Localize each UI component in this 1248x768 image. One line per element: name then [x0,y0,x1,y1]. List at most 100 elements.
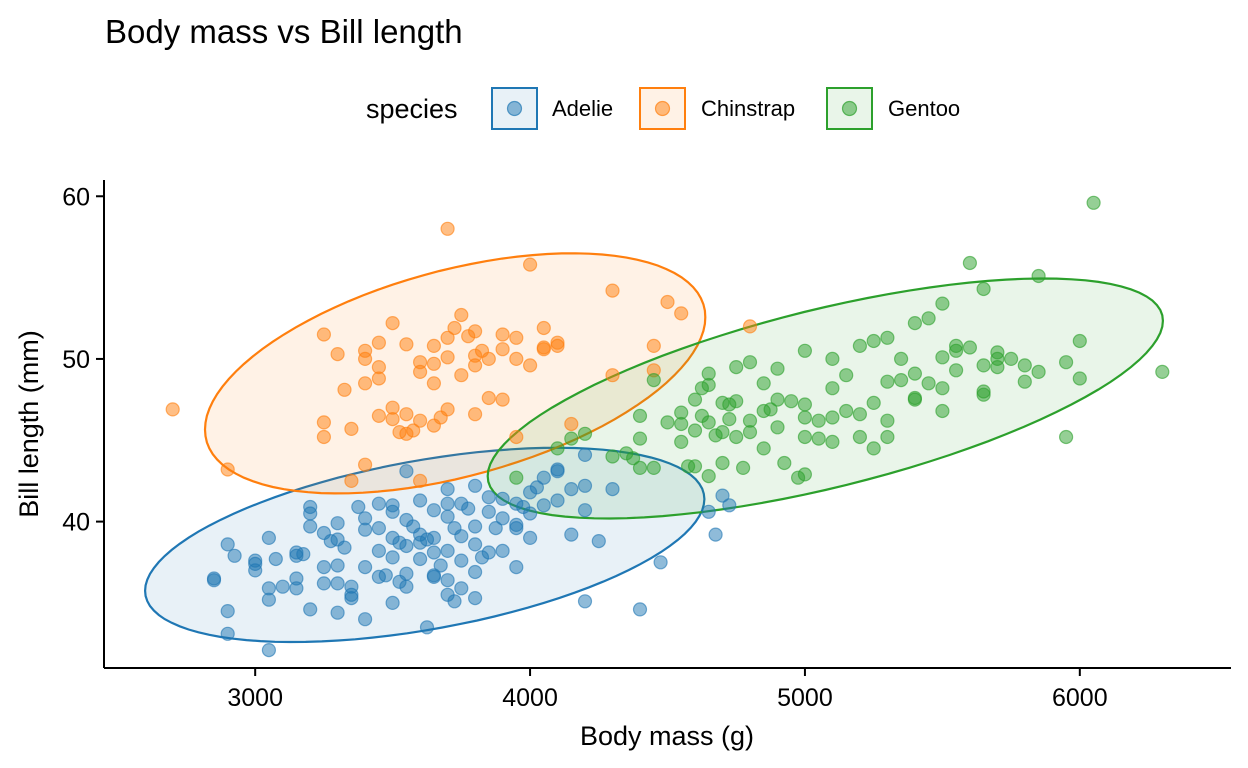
data-point [976,384,991,399]
data-point [316,559,331,575]
data-point [330,605,345,620]
data-point [674,434,689,449]
data-point [488,520,503,536]
series-gentoo [509,195,1170,485]
data-point [468,358,483,373]
data-point [715,425,730,440]
data-point [1003,351,1019,366]
data-point [632,460,648,475]
data-point [385,595,400,611]
data-point [481,390,496,406]
data-point [632,602,648,617]
data-point [378,568,393,583]
data-point [839,403,854,419]
data-point [303,602,318,617]
data-point [756,376,771,391]
data-point [495,392,510,407]
data-point [509,330,524,345]
data-point [880,374,895,389]
data-point [935,350,950,365]
data-point [536,470,551,485]
series-adelie [206,447,737,658]
data-point [687,459,703,474]
legend-label-gentoo: Gentoo [888,96,960,121]
x-ticks: 3000 4000 5000 6000 [227,668,1108,712]
data-point [358,559,373,575]
data-point [316,429,331,445]
legend-item-gentoo: Gentoo [826,87,960,130]
data-point [1017,374,1032,389]
data-point [948,343,964,358]
data-point [880,330,895,345]
series-chinstrap [165,221,758,488]
data-point [522,506,538,521]
data-point [330,516,345,531]
data-point [797,467,813,482]
data-point [770,392,785,407]
data-point [371,371,386,386]
data-point [852,407,868,422]
data-point [605,368,620,383]
data-point [756,441,771,456]
legend-key-adelie [491,87,538,130]
data-point [454,529,469,544]
data-point [577,594,593,609]
data-point [468,478,483,493]
data-point [605,482,620,497]
data-point [990,360,1005,375]
data-point [825,410,840,425]
x-axis-title: Body mass (g) [580,721,754,751]
data-point [1058,355,1074,370]
legend-label-adelie: Adelie [552,96,613,121]
data-point [248,556,263,572]
data-point [797,410,813,425]
data-point [550,338,565,353]
data-point [275,579,290,594]
data-point [461,501,476,516]
data-point [351,499,366,515]
data-point [426,356,441,371]
data-point [481,351,496,366]
data-point [385,550,400,565]
data-point [385,400,400,415]
data-point [646,373,661,388]
data-point [550,464,565,479]
data-point [268,551,283,567]
data-point [406,423,421,438]
data-point [399,407,414,422]
x-tick-label: 3000 [227,684,283,712]
data-point [440,350,455,365]
data-point [399,566,414,581]
data-point [509,559,524,575]
data-point [440,509,455,524]
data-point [495,543,510,559]
data-point [687,392,703,407]
data-point [454,307,469,323]
data-point [399,337,414,352]
data-point [440,482,455,497]
data-point [577,503,593,518]
data-point [509,351,524,366]
data-point [660,415,675,430]
plot-area [143,195,1170,658]
legend-item-adelie: Adelie [491,87,613,130]
data-point [337,540,352,555]
legend-label-chinstrap: Chinstrap [701,96,795,121]
data-point [1017,358,1032,373]
data-point [646,338,661,353]
data-point [468,407,483,422]
data-point [550,493,565,508]
data-point [371,335,386,350]
data-point [509,520,524,536]
data-point [976,281,991,297]
data-point [646,460,661,475]
data-point [605,449,620,464]
data-point [742,319,758,334]
data-point [206,573,222,588]
data-point [1072,371,1087,386]
data-point [481,545,496,560]
x-tick-label: 6000 [1052,684,1108,712]
data-point [935,381,950,396]
data-point [564,431,579,446]
legend-item-chinstrap: Chinstrap [639,87,795,130]
